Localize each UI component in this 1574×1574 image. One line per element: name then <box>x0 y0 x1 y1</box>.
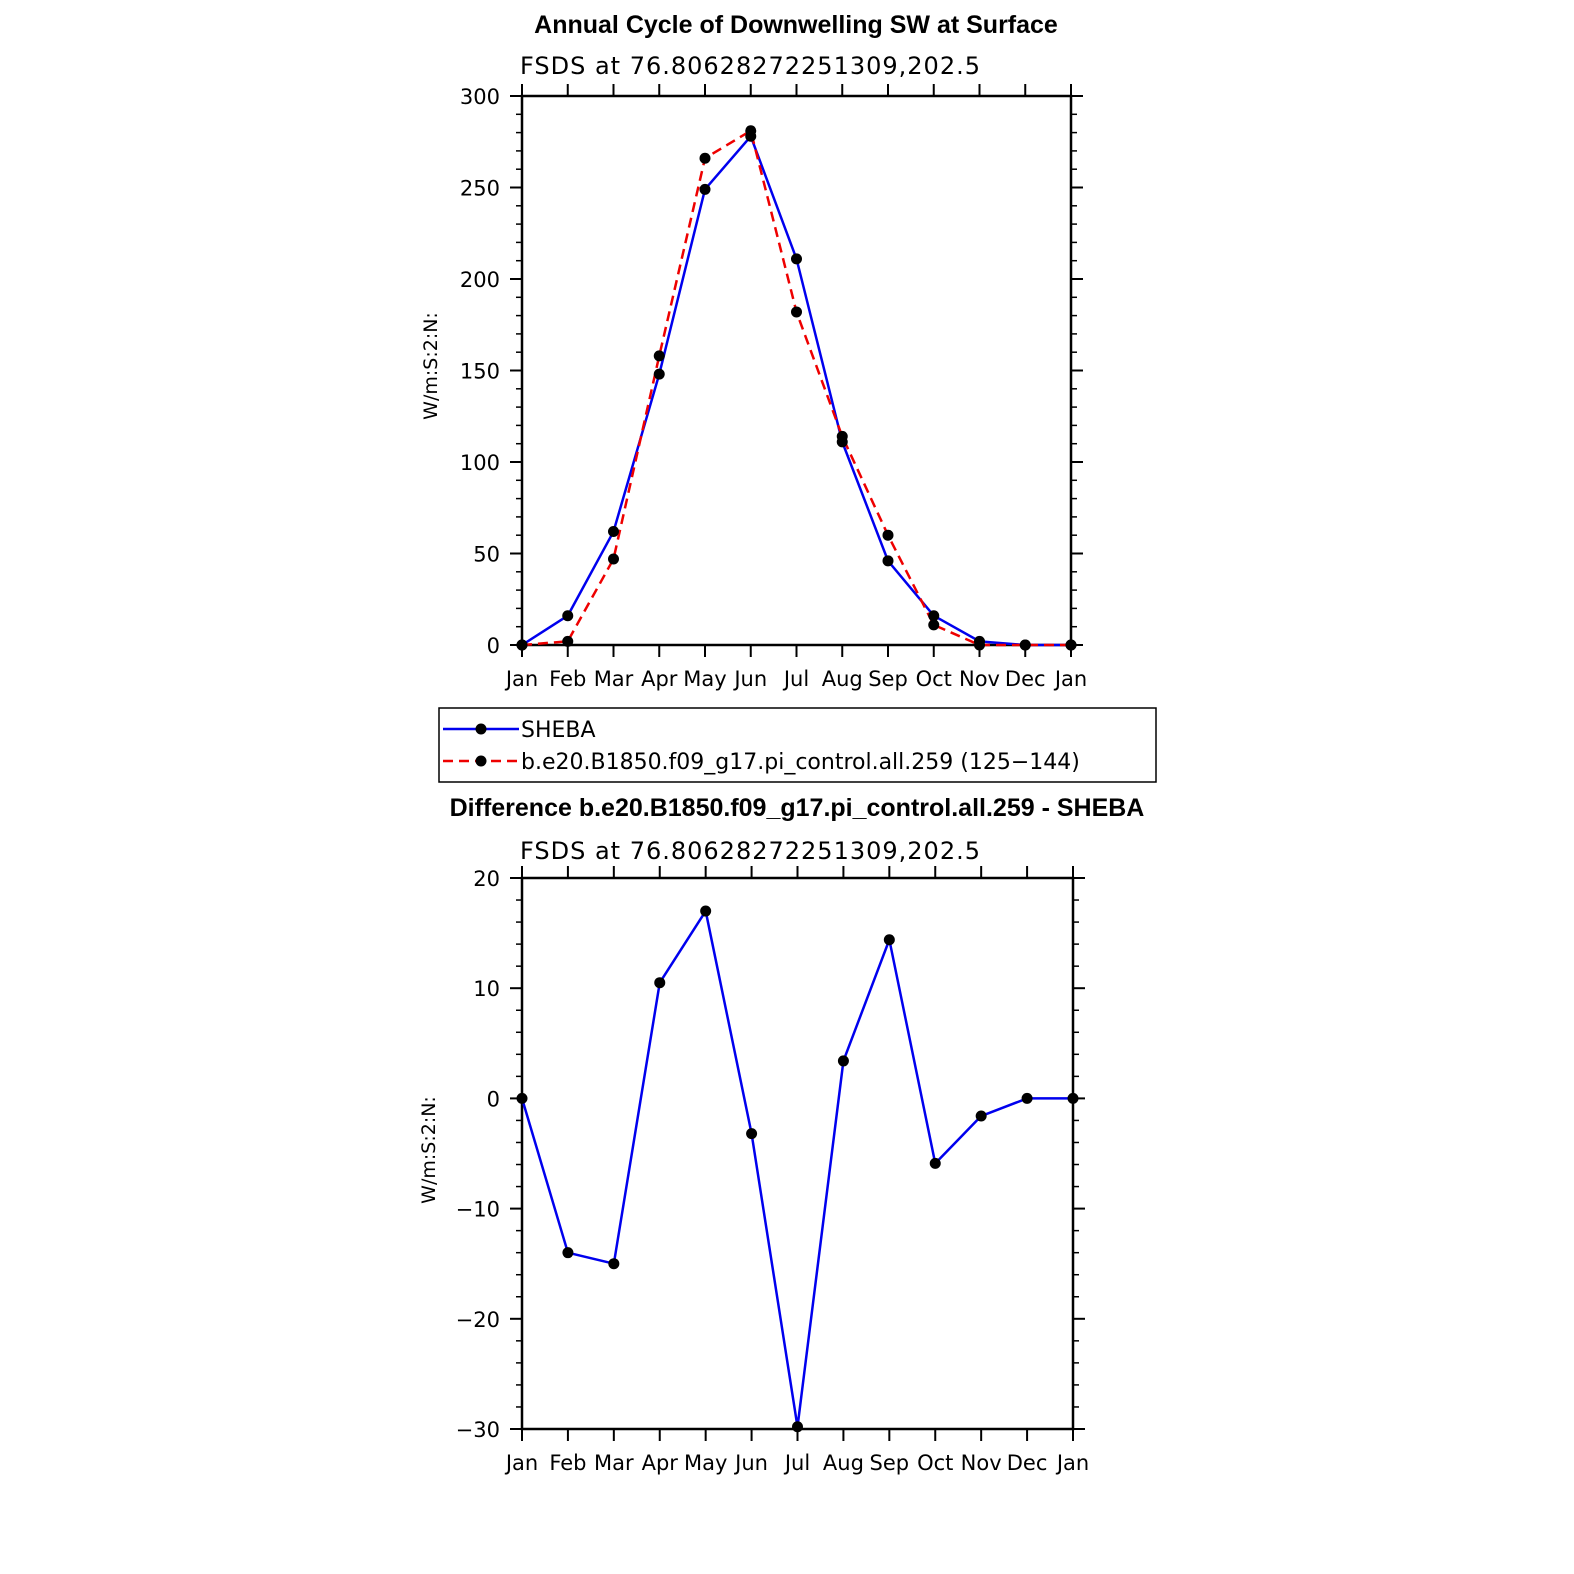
data-point <box>929 1157 941 1169</box>
x-tick-label: May <box>683 667 726 691</box>
y-tick-label: 250 <box>460 177 500 201</box>
legend-marker-model <box>475 755 487 767</box>
data-point <box>791 253 802 265</box>
x-tick-label: Jul <box>782 667 809 691</box>
y-tick-label: 10 <box>473 977 500 1001</box>
y-tick-label: 300 <box>460 85 500 109</box>
x-tick-label: Nov <box>959 667 1000 691</box>
y-tick-label: 0 <box>487 634 500 658</box>
chart-subtitle: FSDS at 76.80628272251309,202.5 <box>520 837 981 865</box>
data-point <box>1067 1092 1079 1104</box>
plot-frame <box>520 876 1075 1431</box>
data-point <box>699 152 711 164</box>
x-tick-label: Feb <box>549 1451 586 1475</box>
data-point <box>1019 639 1031 651</box>
plot-frame <box>520 94 1073 647</box>
data-point <box>700 905 712 917</box>
difference-chart: Difference b.e20.B1850.f09_g17.pi_contro… <box>418 794 1144 1475</box>
x-tick-label: Oct <box>917 1451 953 1475</box>
x-tick-label: Aug <box>823 1451 864 1475</box>
x-tick-label: Jan <box>1053 667 1087 691</box>
series-line <box>521 129 1071 647</box>
legend-label-model: b.e20.B1850.f09_g17.pi_control.all.259 (… <box>521 750 1080 775</box>
data-point <box>608 553 619 565</box>
data-point <box>928 610 940 622</box>
x-tick-label: Jun <box>732 667 767 691</box>
y-axis-label: W/m:S:2:N: <box>418 1096 440 1204</box>
data-point <box>562 635 574 647</box>
x-tick-label: Dec <box>1007 1451 1048 1475</box>
x-tick-label: Sep <box>868 667 908 691</box>
x-tick-label: Apr <box>641 667 678 691</box>
data-point <box>608 526 619 538</box>
x-tick-label: Feb <box>549 667 586 691</box>
x-tick-label: Mar <box>594 667 634 691</box>
legend: SHEBA b.e20.B1850.f09_g17.pi_control.all… <box>438 707 1157 783</box>
series-line <box>520 909 1073 1429</box>
legend-label-sheba: SHEBA <box>521 718 596 743</box>
x-tick-label: Oct <box>916 667 952 691</box>
data-point <box>882 529 894 541</box>
data-point <box>1021 1092 1033 1104</box>
x-tick-label: Aug <box>822 667 863 691</box>
data-point <box>699 183 711 195</box>
data-point <box>654 977 666 989</box>
x-tick-label: Mar <box>594 1451 634 1475</box>
x-tick-label: Dec <box>1005 667 1046 691</box>
data-point <box>562 1247 574 1259</box>
data-point <box>837 1055 849 1067</box>
y-tick-label: −10 <box>456 1198 500 1222</box>
x-tick-label: Jun <box>733 1451 768 1475</box>
y-tick-label: 50 <box>473 543 500 567</box>
data-point <box>836 430 848 442</box>
data-point <box>653 350 665 362</box>
y-tick-label: 20 <box>473 867 500 891</box>
data-point <box>746 1128 758 1140</box>
y-tick-label: −30 <box>456 1418 500 1442</box>
data-point <box>882 555 894 567</box>
data-point <box>1065 639 1077 651</box>
y-tick-label: 100 <box>460 451 500 475</box>
x-tick-label: May <box>684 1451 727 1475</box>
x-tick-label: Jan <box>504 1451 538 1475</box>
data-point <box>792 1421 803 1433</box>
chart-subtitle: FSDS at 76.80628272251309,202.5 <box>520 52 981 80</box>
legend-marker-sheba <box>475 723 487 735</box>
data-point <box>883 934 895 946</box>
data-point <box>516 1092 528 1104</box>
data-point <box>653 368 665 380</box>
x-tick-label: Apr <box>642 1451 679 1475</box>
y-tick-label: 0 <box>487 1087 500 1111</box>
x-tick-label: Nov <box>961 1451 1002 1475</box>
chart-title: Annual Cycle of Downwelling SW at Surfac… <box>534 11 1058 39</box>
x-tick-label: Jan <box>504 667 538 691</box>
data-point <box>608 1258 620 1270</box>
data-point <box>974 639 985 651</box>
y-tick-label: 200 <box>460 268 500 292</box>
data-point <box>928 619 940 631</box>
y-tick-label: −20 <box>456 1308 500 1332</box>
x-tick-label: Sep <box>870 1451 910 1475</box>
data-point <box>516 639 528 651</box>
data-point <box>562 610 574 622</box>
x-tick-label: Jan <box>1055 1451 1089 1475</box>
y-axis-label: W/m:S:2:N: <box>420 312 442 420</box>
y-tick-label: 150 <box>460 360 500 384</box>
series-line <box>521 135 1071 647</box>
data-point <box>975 1110 987 1122</box>
data-point <box>791 306 802 318</box>
legend-box <box>438 707 1157 783</box>
x-tick-label: Jul <box>783 1451 810 1475</box>
data-point <box>745 125 757 137</box>
annual-cycle-chart: Annual Cycle of Downwelling SW at Surfac… <box>420 11 1087 691</box>
chart-title: Difference b.e20.B1850.f09_g17.pi_contro… <box>450 794 1145 822</box>
